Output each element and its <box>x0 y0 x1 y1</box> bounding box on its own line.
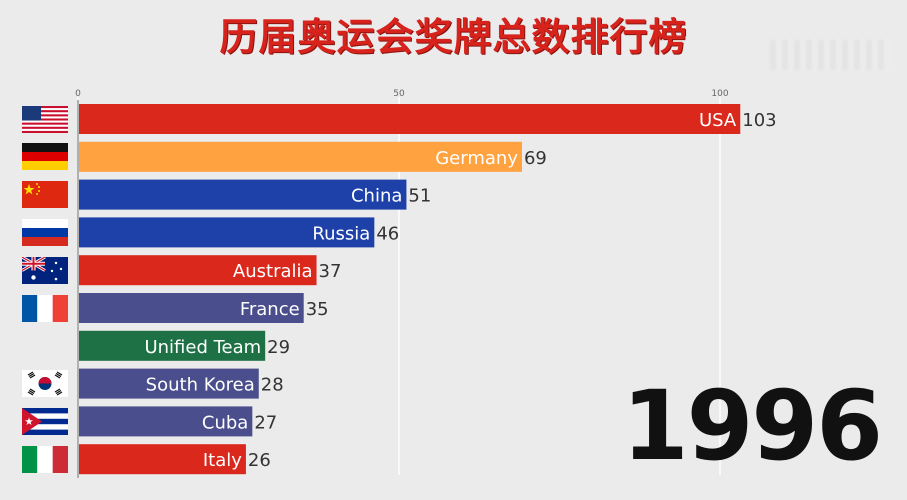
bar <box>79 104 741 134</box>
bar-category-label: South Korea <box>146 375 255 396</box>
bar-value-label: 37 <box>319 261 342 282</box>
bar-category-label: France <box>240 299 300 320</box>
x-tick-label: 100 <box>711 89 728 99</box>
bar-category-label: China <box>351 186 402 207</box>
bar <box>79 293 304 323</box>
year-label: 1996 <box>621 370 883 482</box>
bar-category-label: Cuba <box>202 412 248 433</box>
bar-category-label: Russia <box>312 223 370 244</box>
us-flag <box>22 105 68 133</box>
australia-flag <box>22 256 68 284</box>
bar-category-label: Unified Team <box>144 337 261 358</box>
watermark <box>770 40 890 70</box>
italy-flag <box>22 445 68 473</box>
france-flag <box>22 294 68 322</box>
bar-value-label: 28 <box>261 375 284 396</box>
bar-value-label: 26 <box>248 450 271 471</box>
germany-flag <box>22 143 68 171</box>
bar-category-label: USA <box>699 110 737 131</box>
chart-title: 历届奥运会奖牌总数排行榜 <box>219 15 688 59</box>
bar-value-label: 27 <box>254 412 277 433</box>
bar-value-label: 51 <box>408 186 431 207</box>
bar-category-label: Germany <box>435 148 518 169</box>
bar <box>79 141 522 172</box>
south-korea-flag <box>22 370 68 398</box>
bar-value-label: 103 <box>742 110 776 131</box>
cuba-flag <box>22 407 68 435</box>
bar-category-label: Australia <box>233 261 313 282</box>
china-flag <box>22 181 68 209</box>
bar <box>79 444 246 475</box>
x-tick-label: 50 <box>393 89 405 99</box>
bar <box>79 255 317 286</box>
bar <box>79 330 266 361</box>
bar-category-label: Italy <box>203 450 242 471</box>
bar <box>79 406 253 437</box>
bar <box>79 179 407 210</box>
x-tick-label: 0 <box>75 89 81 99</box>
bar <box>79 368 259 399</box>
bar-value-label: 46 <box>376 223 399 244</box>
bar-value-label: 29 <box>267 337 290 358</box>
bar-value-label: 35 <box>306 299 329 320</box>
bar-value-label: 69 <box>524 148 547 169</box>
russia-flag <box>22 218 68 246</box>
bar <box>79 217 375 248</box>
